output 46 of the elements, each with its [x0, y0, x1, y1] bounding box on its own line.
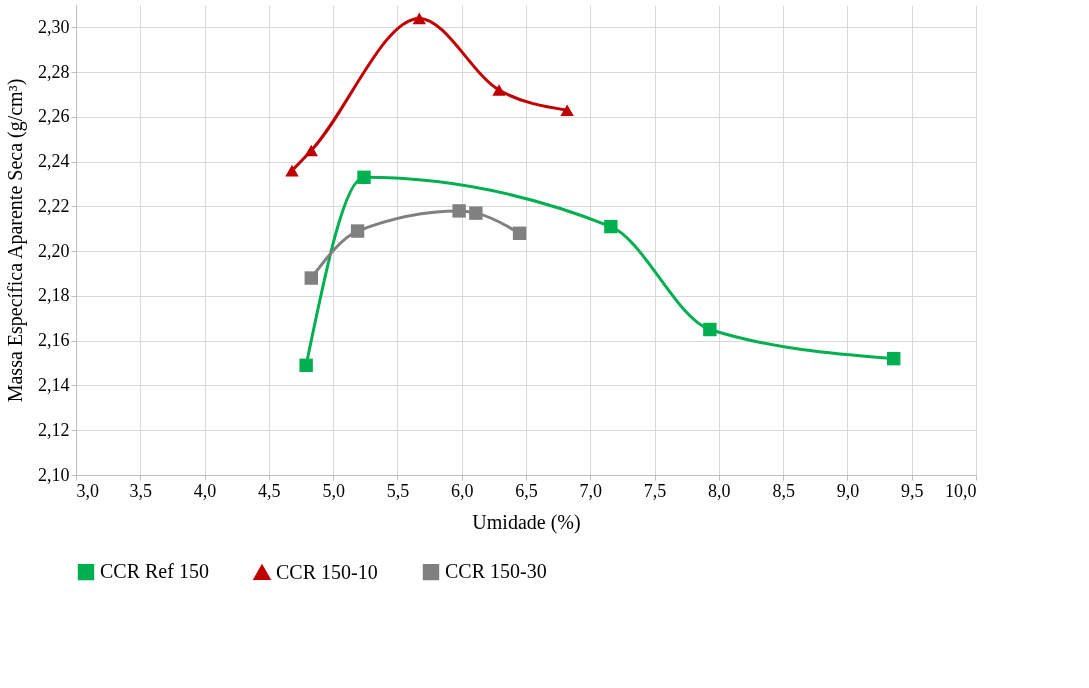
- y-tick-label: 2,22: [38, 195, 70, 216]
- x-tick-label: 3,0: [76, 480, 99, 501]
- y-tick-label: 2,24: [38, 151, 70, 172]
- x-tick-label: 8,0: [708, 480, 731, 501]
- y-tick-label: 2,12: [38, 419, 70, 440]
- x-tick-label: 3,5: [129, 480, 153, 501]
- x-tick-label: 4,0: [193, 480, 217, 501]
- x-axis-title: Umidade (%): [472, 510, 581, 534]
- point: [304, 271, 318, 285]
- point: [452, 204, 466, 218]
- y-tick-label: 2,18: [38, 285, 70, 306]
- point: [512, 226, 527, 240]
- x-tick-label: 4,5: [258, 480, 281, 501]
- x-tick-label: 9,0: [836, 480, 860, 501]
- x-tick-label: 9,5: [900, 480, 924, 501]
- point: [285, 164, 299, 177]
- y-tick-label: 2,20: [38, 240, 70, 261]
- point: [304, 144, 318, 157]
- legend-label: CCR 150-10: [276, 560, 378, 583]
- x-tick-label: 7,5: [643, 480, 667, 501]
- y-axis-title: Massa Específica Aparente Seca (g/cm³): [4, 78, 27, 403]
- point: [492, 84, 506, 96]
- point: [357, 170, 371, 185]
- y-tick-label: 2,26: [38, 106, 70, 127]
- legend-label: CCR 150-30: [445, 560, 547, 583]
- y-tick-label: 2,14: [38, 374, 70, 395]
- point: [469, 206, 483, 220]
- x-tick-label: 8,5: [772, 480, 795, 501]
- point: [703, 322, 717, 337]
- point: [299, 358, 313, 373]
- point: [560, 104, 574, 116]
- x-tick-label: 7,0: [579, 480, 603, 501]
- x-tick-label: 10,0: [945, 480, 977, 501]
- y-tick-label: 2,30: [38, 16, 70, 37]
- x-tick-label: 6,0: [450, 480, 474, 501]
- x-tick-label: 5,5: [386, 480, 410, 501]
- point: [604, 219, 618, 234]
- x-tick-label: 6,5: [515, 480, 538, 501]
- y-tick-label: 2,10: [38, 464, 70, 485]
- legend-label: CCR Ref 150: [100, 560, 209, 583]
- point: [350, 224, 365, 238]
- point: [887, 351, 901, 366]
- x-tick-label: 5,0: [322, 480, 345, 501]
- y-tick-label: 2,28: [38, 61, 70, 82]
- point: [412, 12, 426, 25]
- y-tick-label: 2,16: [38, 330, 70, 351]
